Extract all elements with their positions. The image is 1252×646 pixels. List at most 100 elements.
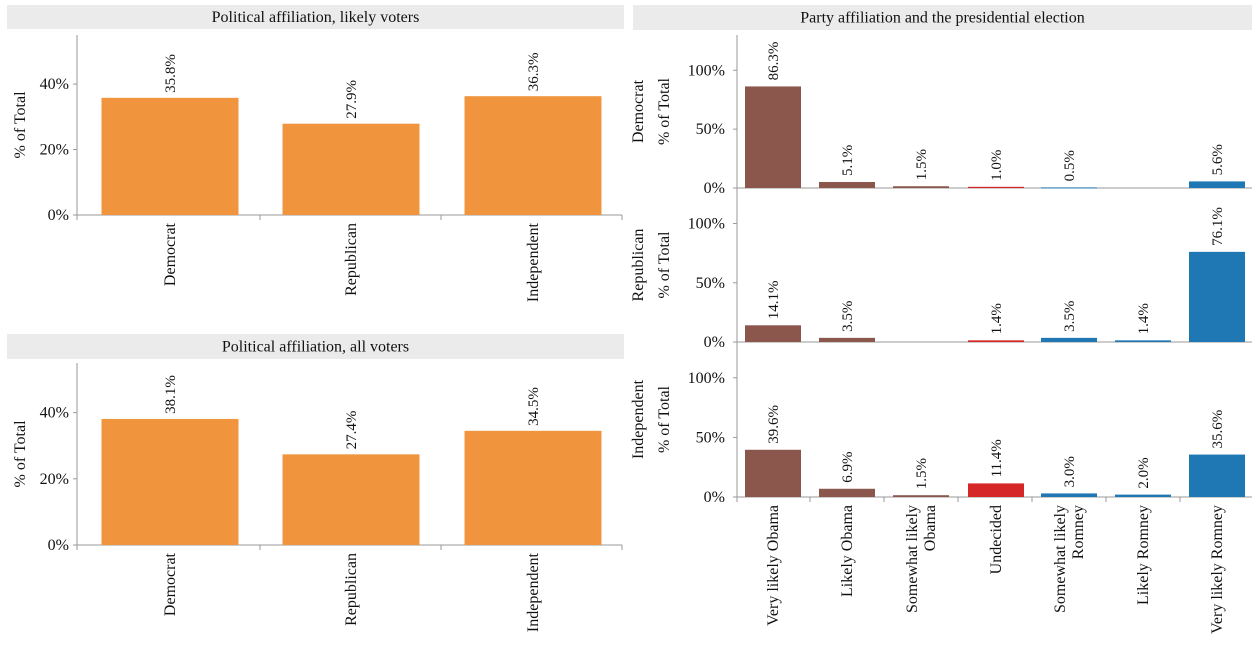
bar-value-label: 35.8% [163, 54, 179, 93]
y-tick-label: 50% [696, 275, 725, 292]
x-category-label-line: Likely Obama [839, 505, 856, 597]
x-category-label-line: Likely Romney [1135, 505, 1152, 605]
y-axis-title: % of Total [656, 385, 673, 453]
bar-value-label: 5.6% [1210, 144, 1226, 175]
x-category-label: Very likely Romney [1209, 505, 1226, 634]
bar-republican-4 [1041, 337, 1097, 342]
y-tick-label: 50% [696, 429, 725, 446]
facet-row-label: Democrat [630, 79, 647, 143]
y-tick-label: 100% [688, 216, 725, 233]
bar-independent-1 [819, 488, 875, 497]
chart-title-bar [7, 334, 624, 359]
y-tick-label: 0% [704, 489, 725, 506]
y-tick-label: 0% [48, 207, 69, 224]
bar-independent-0 [745, 449, 801, 497]
bar-value-label: 0.5% [1062, 150, 1078, 181]
bar-value-label: 14.1% [766, 281, 782, 320]
x-category-label: Somewhat likely Obama [904, 505, 939, 613]
y-tick-label: 0% [704, 180, 725, 197]
bar-independent-6 [1189, 454, 1245, 497]
bar-value-label: 3.5% [1062, 301, 1078, 332]
bar-value-label: 1.5% [914, 458, 930, 489]
bar-value-label: 1.4% [1136, 303, 1152, 334]
x-category-label: Republican [343, 553, 360, 626]
bar-value-label: 1.5% [914, 149, 930, 180]
x-category-label-line: Romney [1070, 505, 1087, 559]
y-axis-title: % of Total [12, 420, 29, 488]
y-tick-label: 100% [688, 370, 725, 387]
bar-independent-4 [1041, 493, 1097, 497]
x-category-label: Very likely Obama [765, 505, 782, 626]
bar-republican [282, 123, 420, 215]
bar-independent [464, 96, 602, 215]
facet-row-label: Independent [630, 379, 647, 459]
bar-independent-5 [1115, 494, 1171, 497]
x-category-label: Democrat [162, 222, 179, 286]
chart-title-bar [7, 5, 624, 29]
x-category-label-line: Undecided [988, 505, 1005, 574]
chart-title-bar [633, 5, 1252, 30]
bar-value-label: 27.9% [344, 80, 360, 119]
x-category-label: Democrat [162, 552, 179, 616]
y-axis-title: % of Total [656, 231, 673, 299]
bar-value-label: 11.4% [989, 439, 1005, 477]
x-category-label-line: Very likely Romney [1209, 505, 1226, 634]
chart-panel-all: Political affiliation, all voters 0% 20% 40… [7, 334, 624, 632]
bar-value-label: 3.5% [840, 301, 856, 332]
bar-value-label: 3.0% [1062, 456, 1078, 487]
bar-democrat [101, 97, 239, 215]
bar-democrat [101, 418, 239, 545]
bar-republican-3 [968, 340, 1024, 342]
bar-democrat-0 [745, 86, 801, 188]
bar-democrat-4 [1041, 187, 1097, 189]
bar-value-label: 27.4% [344, 411, 360, 450]
facet-row-independent: 0% 50% 100% Independent % of Total 39.6% 6.9% 1… [630, 370, 1252, 506]
bar-republican [282, 454, 420, 545]
bar-democrat-2 [893, 186, 949, 188]
bar-value-label: 35.6% [1210, 410, 1226, 449]
bar-republican-6 [1189, 251, 1245, 342]
bar-republican-1 [819, 337, 875, 342]
bar-republican-0 [745, 325, 801, 342]
x-category-label-line: Obama [922, 505, 939, 551]
y-tick-label: 40% [40, 405, 69, 422]
chart-title: Political affiliation, all voters [222, 339, 409, 356]
x-category-label-line: Somewhat likely [904, 505, 921, 613]
x-category-label: Somewhat likely Romney [1052, 505, 1087, 613]
bar-value-label: 36.3% [526, 52, 542, 91]
bar-independent-2 [893, 495, 949, 497]
y-tick-label: 20% [40, 142, 69, 159]
x-category-label-line: Very likely Obama [765, 505, 782, 626]
y-axis-title: % of Total [656, 77, 673, 145]
x-category-label: Undecided [988, 505, 1005, 574]
x-category-label-line: Somewhat likely [1052, 505, 1069, 613]
facet-row-label: Republican [630, 229, 647, 302]
bar-democrat-3 [968, 186, 1024, 188]
facet-row-republican: 0% 50% 100% Republican % of Total 14.1% 3.5% 1.… [630, 207, 1252, 351]
bar-independent-3 [968, 483, 1024, 497]
bar-value-label: 38.1% [163, 375, 179, 414]
bar-value-label: 1.0% [989, 150, 1005, 181]
y-tick-label: 0% [704, 334, 725, 351]
bar-democrat-6 [1189, 181, 1245, 188]
y-tick-label: 50% [696, 121, 725, 138]
facet-row-democrat: 0% 50% 100% Democrat % of Total 86.3% 5.1% 1.5%… [630, 42, 1252, 197]
y-tick-label: 20% [40, 471, 69, 488]
chart-panel-party: Party affiliation and the presidential e… [630, 5, 1252, 634]
bar-value-label: 34.5% [526, 387, 542, 426]
bar-value-label: 76.1% [1210, 207, 1226, 246]
x-category-label: Likely Obama [839, 505, 856, 597]
bar-independent [464, 430, 602, 545]
bar-value-label: 2.0% [1136, 457, 1152, 488]
y-axis-title: % of Total [12, 91, 29, 159]
bar-value-label: 1.4% [989, 303, 1005, 334]
y-tick-label: 40% [40, 76, 69, 93]
x-category-label: Likely Romney [1135, 505, 1152, 605]
chart-panel-likely: Political affiliation, likely voters 0% 20… [7, 5, 624, 302]
y-tick-label: 100% [688, 62, 725, 79]
bar-value-label: 6.9% [840, 452, 856, 483]
bar-value-label: 39.6% [766, 405, 782, 444]
bar-value-label: 5.1% [840, 145, 856, 176]
x-category-label: Republican [343, 223, 360, 296]
